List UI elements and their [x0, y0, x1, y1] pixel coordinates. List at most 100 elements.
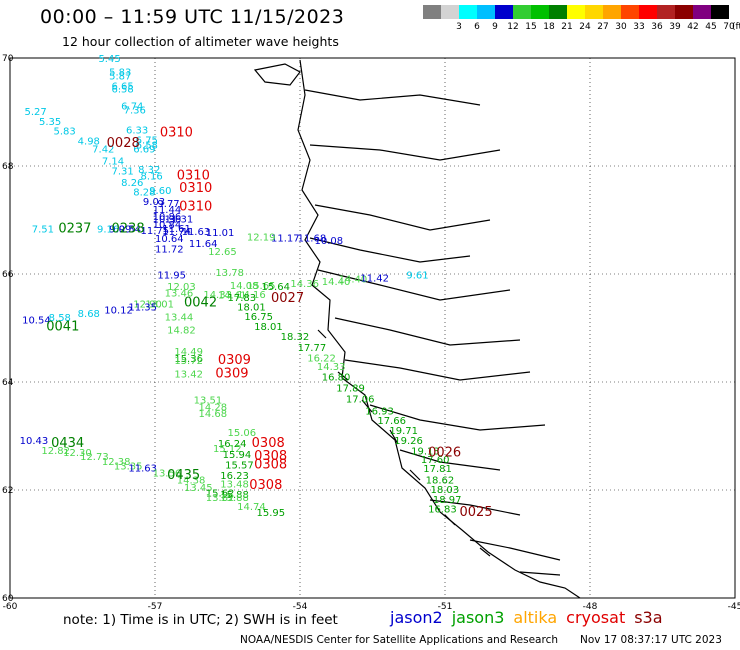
wave-height-label: 11.63 — [128, 464, 157, 475]
wave-height-label: 18.01 — [237, 303, 266, 314]
wave-height-label: 14.08 — [230, 281, 259, 292]
wave-height-label: 11.72 — [155, 244, 184, 255]
wave-height-label: 15.88 — [220, 490, 249, 501]
colorbar-swatch — [675, 5, 693, 19]
colorbar-swatch — [711, 5, 729, 19]
legend-entry: s3a — [634, 608, 663, 627]
wave-height-label: 13.42 — [174, 370, 203, 381]
greenland-coastline — [253, 59, 581, 599]
wave-height-label: 19.26 — [394, 436, 423, 447]
wave-height-label: 11.95 — [157, 270, 186, 281]
colorbar-tick: 27 — [597, 22, 609, 32]
pass-time-label: 0308 — [249, 478, 282, 493]
lat-tick-label: 60 — [2, 594, 14, 604]
wave-height-label: 14.40 — [339, 275, 368, 286]
wave-height-label: 9.54 — [119, 224, 141, 235]
wave-height-label: 18.03 — [431, 485, 460, 496]
lat-tick-label: 70 — [2, 54, 14, 64]
colorbar-swatch — [603, 5, 621, 19]
wave-height-label: 14.41 — [218, 290, 247, 301]
lon-tick-label: -48 — [583, 602, 598, 612]
wave-height-label: 14.40 — [322, 277, 351, 288]
wave-height-label: 13.35 — [114, 461, 143, 472]
colorbar-swatch — [567, 5, 585, 19]
colorbar-tick: 45 — [705, 22, 717, 32]
lat-tick-label: 62 — [2, 486, 13, 496]
wave-height-label: 11.68 — [298, 234, 327, 245]
lon-tick-label: -54 — [293, 602, 308, 612]
wave-height-label: 18.01 — [254, 322, 283, 333]
lat-tick-label: 68 — [2, 162, 14, 172]
colorbar-tick: 39 — [669, 22, 681, 32]
wave-height-label: 15.12 — [213, 444, 242, 455]
wave-height-label: 8.68 — [78, 309, 100, 320]
wave-height-label: 8.26 — [121, 178, 143, 189]
wave-height-label: 12.38 — [102, 457, 131, 468]
wave-height-label: 15.72 — [174, 356, 203, 367]
wave-height-label: 17.81 — [423, 464, 452, 475]
wave-height-label: 7.14 — [102, 156, 124, 167]
colorbar-tick: 6 — [474, 22, 480, 32]
wave-height-label: 7.51 — [32, 224, 54, 235]
wave-height-label: 13.45 — [184, 483, 213, 494]
wave-height-label: 8.28 — [133, 188, 155, 199]
map-frame — [9, 57, 736, 599]
pass-time-label: 0435 — [167, 468, 200, 483]
wave-height-label: 11.75 — [141, 226, 170, 237]
wave-height-label: 16.23 — [220, 471, 249, 482]
wave-height-label: 11.74 — [162, 227, 191, 238]
colorbar-tick: 36 — [651, 22, 663, 32]
wave-height-label: 10.43 — [20, 436, 49, 447]
wave-height-label: 5.83 — [109, 67, 131, 78]
wave-height-label: 12.30 — [63, 448, 92, 459]
wave-height-label: 11.64 — [189, 239, 218, 250]
wave-height-label: 12.03 — [167, 282, 196, 293]
map-subtitle: 12 hour collection of altimeter wave hei… — [62, 34, 339, 49]
colorbar-tick: 9 — [492, 22, 498, 32]
wave-height-label: 5.35 — [39, 117, 61, 128]
wave-height-label: 17.60 — [421, 455, 450, 466]
graticule — [10, 58, 735, 598]
colorbar-tick: 42 — [687, 22, 699, 32]
wave-height-label: 5.83 — [54, 127, 76, 138]
colorbar-tick: 30 — [615, 22, 627, 32]
wave-height-label: 15.57 — [225, 460, 254, 471]
wave-height-label: 10.08 — [315, 236, 344, 247]
pass-time-label: 0042 — [184, 295, 217, 310]
wave-height-label: 4.98 — [78, 136, 100, 147]
wave-height-label: 14.68 — [199, 409, 228, 420]
wave-height-label: 18.97 — [433, 495, 462, 506]
colorbar-tick: 33 — [633, 22, 645, 32]
colorbar-tick: 70 — [723, 22, 735, 32]
colorbar-tick: 21 — [561, 22, 573, 32]
wave-height-label: 11.61 — [162, 224, 191, 235]
pass-time-label: 0310 — [179, 199, 212, 214]
pass-time-label: 0308 — [254, 449, 287, 464]
pass-time-label: 0025 — [460, 505, 493, 520]
wave-height-label: 6.75 — [136, 135, 158, 146]
wave-height-label: 16.75 — [244, 312, 273, 323]
coastline-main — [297, 59, 581, 599]
wave-height-label: 17.77 — [298, 343, 327, 354]
coastline-fjords-4 — [429, 499, 561, 576]
wave-height-label: 13.51 — [194, 396, 223, 407]
wave-height-label: 9.61 — [406, 270, 428, 281]
wave-height-label: 16.22 — [307, 353, 336, 364]
credit-text: NOAA/NESDIS Center for Satellite Applica… — [240, 634, 558, 646]
colorbar-unit: (ft) — [732, 22, 740, 32]
coastline-fjords-2 — [309, 237, 521, 346]
pass-time-label: 0310 — [179, 181, 212, 196]
wave-height-label: 15.88 — [220, 493, 249, 504]
wave-height-label: 9.16 — [97, 224, 119, 235]
timestamp-text: Nov 17 08:37:17 UTC 2023 — [580, 634, 722, 646]
pass-time-label: 0309 — [218, 353, 251, 368]
disko-island — [253, 63, 301, 86]
wave-height-label: 17.89 — [336, 384, 365, 395]
colorbar-swatch — [495, 5, 513, 19]
wave-height-label: 13.56 — [153, 469, 182, 480]
coastline-fjords-3 — [344, 359, 546, 471]
lat-tick-label: 64 — [2, 378, 14, 388]
colorbar-tick: 12 — [507, 22, 519, 32]
